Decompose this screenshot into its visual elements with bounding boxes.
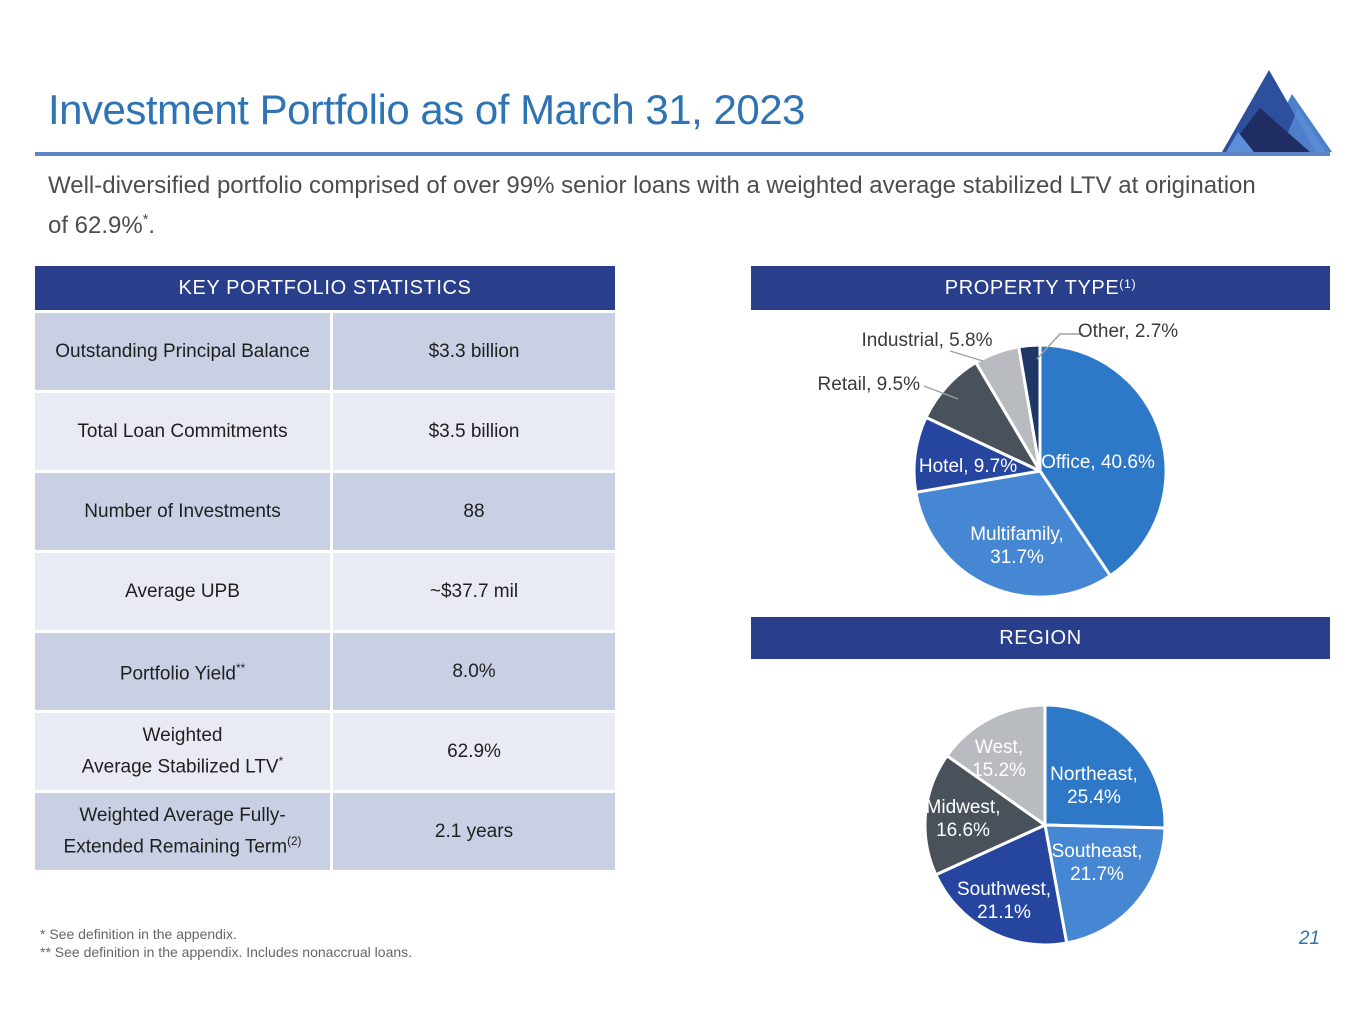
- pie-slice-west: [945, 703, 1047, 827]
- row-label: Portfolio Yield**: [35, 633, 330, 710]
- pie-label-retail: Retail, 9.5%: [818, 374, 921, 395]
- key-portfolio-statistics-header: KEY PORTFOLIO STATISTICS: [35, 266, 615, 310]
- row-value: ~$37.7 mil: [333, 553, 615, 630]
- pie-leader-line-other: [1036, 333, 1083, 360]
- table-row: Portfolio Yield** 8.0%: [35, 633, 615, 710]
- pie-label-southwest: Southwest, 21.1%: [957, 879, 1051, 923]
- pie-label-hotel: Hotel, 9.7%: [919, 456, 1017, 477]
- pie-label-southeast: Southeast, 21.7%: [1052, 841, 1143, 885]
- subtitle: Well-diversified portfolio comprised of …: [48, 172, 1256, 239]
- pie-slice-retail: [924, 361, 1042, 473]
- row-label: Weighted Average Stabilized LTV*: [35, 713, 330, 790]
- pie-label-west: West, 15.2%: [972, 737, 1026, 781]
- row-value: $3.3 billion: [333, 313, 615, 390]
- row-value: 8.0%: [333, 633, 615, 710]
- pie-slice-southeast: [1043, 823, 1167, 945]
- table-row: Weighted Average Stabilized LTV* 62.9%: [35, 713, 615, 790]
- page-number: 21: [1298, 928, 1320, 949]
- key-portfolio-statistics-table: Outstanding Principal Balance $3.3 billio…: [35, 310, 615, 870]
- pie-slice-midwest: [923, 754, 1047, 877]
- region-header: REGION: [751, 617, 1330, 659]
- table-row: Total Loan Commitments $3.5 billion: [35, 393, 615, 470]
- row-label: Number of Investments: [35, 473, 330, 550]
- pie-slice-northeast: [1043, 703, 1167, 830]
- footnote-2: ** See definition in the appendix. Inclu…: [40, 944, 413, 960]
- subtitle-footnote-marker: *: [142, 212, 149, 228]
- table-row: Weighted Average Fully- Extended Remainin…: [35, 793, 615, 870]
- pie-leader-line-industrial: [949, 350, 984, 362]
- page-title: Investment Portfolio as of March 31, 202…: [48, 86, 805, 133]
- pie-slice-southwest: [934, 823, 1069, 947]
- row-value: $3.5 billion: [333, 393, 615, 470]
- row-value: 88: [333, 473, 615, 550]
- company-mountain-logo: [1222, 70, 1332, 152]
- pie-slice-multifamily: [914, 469, 1112, 599]
- row-label: Outstanding Principal Balance: [35, 313, 330, 390]
- table-row: Number of Investments 88: [35, 473, 615, 550]
- row-value: 2.1 years: [333, 793, 615, 870]
- pie-label-office: Office, 40.6%: [1041, 452, 1155, 473]
- pie-label-northeast: Northeast, 25.4%: [1050, 764, 1138, 808]
- pie-label-multifamily: Multifamily, 31.7%: [970, 524, 1064, 568]
- row-value: 62.9%: [333, 713, 615, 790]
- pie-label-other: Other, 2.7%: [1078, 321, 1178, 342]
- row-label: Total Loan Commitments: [35, 393, 330, 470]
- subtitle-line1: Well-diversified portfolio comprised of …: [48, 172, 1256, 199]
- subtitle-line2: of 62.9%: [48, 212, 143, 239]
- table-row: Outstanding Principal Balance $3.3 billio…: [35, 313, 615, 390]
- pie-slice-hotel: [912, 415, 1042, 494]
- property-type-header: PROPERTY TYPE (1): [751, 266, 1330, 310]
- pie-slice-industrial: [974, 345, 1042, 473]
- title-divider-rule: [35, 152, 1330, 156]
- table-row: Average UPB ~$37.7 mil: [35, 553, 615, 630]
- pie-leader-line-retail: [923, 385, 959, 400]
- row-label: Weighted Average Fully- Extended Remainin…: [35, 793, 330, 870]
- pie-slice-office: [1038, 343, 1168, 578]
- property-type-footnote-marker: (1): [1119, 277, 1137, 291]
- footnote-1: * See definition in the appendix.: [40, 926, 237, 942]
- pie-label-industrial: Industrial, 5.8%: [862, 330, 993, 351]
- pie-slice-other: [1017, 343, 1042, 473]
- pie-label-midwest: Midwest, 16.6%: [926, 797, 1001, 841]
- row-label: Average UPB: [35, 553, 330, 630]
